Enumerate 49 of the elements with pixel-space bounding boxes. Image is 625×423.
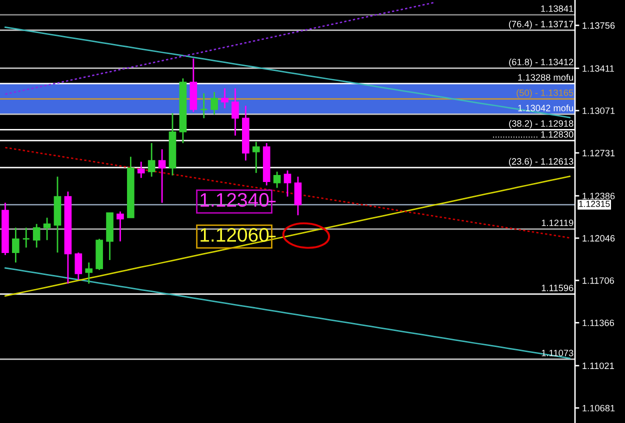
- ref-line-label: 1.11596: [542, 284, 574, 292]
- ref-line-label: 1.11073: [542, 350, 574, 356]
- y-tick-label: 1.10681: [582, 404, 615, 412]
- candlestick: [22, 226, 30, 248]
- y-tick-label: 1.11021: [582, 362, 614, 370]
- candlestick: [137, 161, 145, 179]
- candlestick: [32, 223, 40, 248]
- ref-line-label: 1.12119: [542, 220, 574, 226]
- candlestick: [210, 91, 218, 116]
- candlestick: [74, 252, 82, 281]
- annotation: (38.2) -: [509, 120, 538, 129]
- candlestick: [294, 176, 302, 216]
- annotation: ..................: [493, 136, 538, 138]
- candlestick: [284, 170, 292, 198]
- candlestick: [12, 226, 20, 264]
- candlestick: [148, 142, 156, 178]
- annotation: 1.12340: [200, 193, 269, 207]
- ref-line-label: 1.13288 mofu: [518, 74, 574, 81]
- y-tick-label: 1.13071: [582, 108, 615, 114]
- ref-line-label: 1.13717: [541, 20, 574, 28]
- candlestick: [116, 210, 124, 242]
- annotation: (61.8) -: [509, 58, 538, 68]
- annotation: (23.6) -: [509, 158, 538, 166]
- line-series: [4, 2, 435, 95]
- candlestick: [273, 170, 281, 189]
- ref-line-label: 1.12613: [541, 158, 574, 165]
- y-tick-label: 1.12386: [582, 192, 615, 200]
- annotation: (76.4) -: [509, 20, 538, 30]
- candlestick: [158, 148, 166, 204]
- candlestick: [85, 262, 93, 284]
- y-tick-label: 1.12731: [582, 150, 615, 156]
- ref-line-label: 1.13165: [541, 89, 574, 96]
- annotation: 1.12060: [200, 228, 269, 242]
- y-tick-label: 1.13756: [582, 22, 615, 29]
- ref-line-label: 1.13412: [541, 58, 574, 66]
- ref-line-label: 1.12918: [541, 120, 574, 127]
- candlestick: [232, 88, 239, 136]
- ref-line-label: 1.12315: [579, 200, 610, 208]
- y-tick-label: 1.12046: [582, 235, 615, 242]
- candlestick: [43, 217, 51, 241]
- ref-line-label: 1.13841: [541, 5, 574, 12]
- ref-line-label: 1.12830: [541, 131, 574, 138]
- candlestick: [252, 141, 260, 174]
- y-tick-label: 1.11366: [582, 320, 614, 326]
- annotation: (50) -: [516, 89, 538, 98]
- y-tick-label: 1.13411: [582, 65, 614, 72]
- y-tick-label: 1.11706: [582, 277, 614, 284]
- ref-line-label: 1.13042 mofu: [518, 104, 574, 112]
- candlestick: [221, 88, 228, 109]
